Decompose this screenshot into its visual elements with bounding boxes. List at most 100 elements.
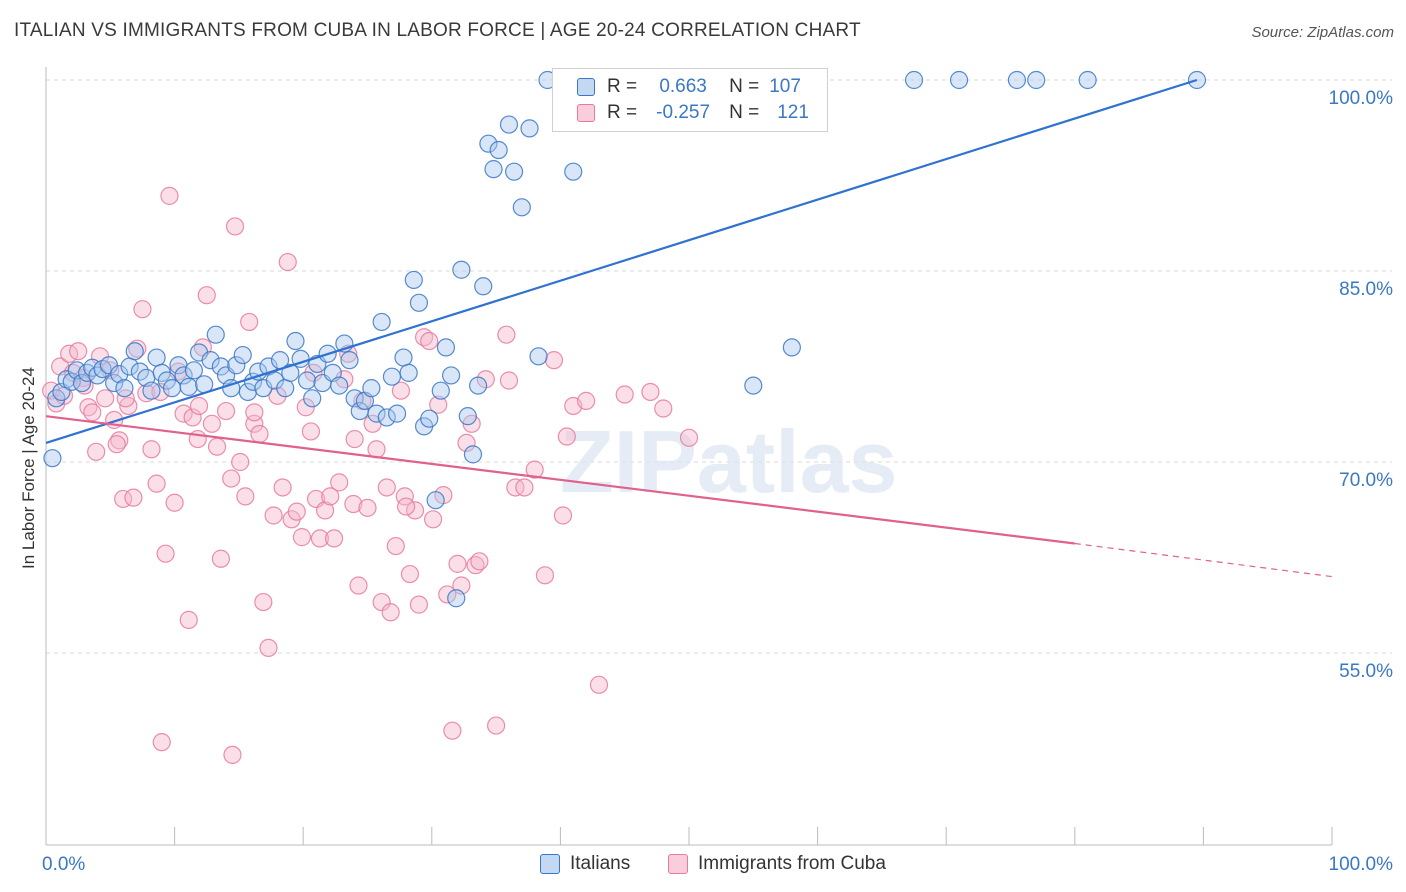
r-value-italians: 0.663	[659, 76, 707, 97]
italians-swatch	[577, 78, 595, 96]
cuba-point	[515, 478, 534, 497]
cuba-point	[183, 408, 202, 427]
cuba-point	[310, 529, 330, 548]
legend-row-italians: R = 0.663 N = 107	[577, 75, 801, 99]
cuba-point	[557, 427, 576, 446]
cuba-point	[654, 399, 673, 418]
series-italians-points	[43, 70, 1207, 608]
r-label: R =	[607, 76, 638, 97]
n-value-italians: 107	[769, 76, 801, 97]
italians-point	[529, 347, 548, 366]
cuba-point	[400, 564, 420, 584]
cuba-point	[133, 300, 152, 319]
italians-point	[227, 356, 246, 375]
cuba-point	[525, 460, 544, 479]
italians-point	[479, 134, 498, 153]
cuba-point	[236, 487, 255, 506]
italians-point	[505, 162, 524, 181]
italians-point	[436, 338, 456, 357]
cuba-point	[142, 440, 161, 459]
cuba-point	[358, 498, 377, 517]
italians-point	[409, 293, 429, 312]
legend-item-cuba: Immigrants from Cuba	[668, 852, 886, 876]
cuba-point	[179, 610, 198, 629]
italians-legend-swatch	[540, 854, 560, 874]
cuba-point	[96, 389, 115, 408]
italians-point	[238, 382, 258, 402]
italians-point	[431, 381, 450, 400]
r-label: R =	[607, 102, 638, 123]
italians-point	[564, 162, 583, 181]
italians-point	[484, 160, 503, 179]
cuba-point	[405, 501, 425, 520]
x-tick-labels: 0.0% 100.0%	[42, 854, 1393, 875]
axes	[45, 67, 1333, 846]
italians-point	[276, 379, 295, 398]
cuba-point	[420, 331, 439, 351]
italians-point	[286, 331, 305, 351]
cuba-point	[223, 745, 242, 764]
cuba-swatch	[577, 104, 595, 122]
italians-point	[206, 325, 225, 344]
x-tick-label: 0.0%	[42, 854, 85, 875]
cuba-point	[372, 592, 391, 612]
legend-row-cuba: R = -0.257 N = 121	[577, 101, 809, 125]
cuba-point	[589, 675, 609, 694]
italians-point	[249, 362, 268, 381]
italians-point	[201, 351, 220, 370]
italians-point	[147, 348, 166, 367]
italians-point	[387, 404, 407, 423]
italians-point	[142, 381, 161, 400]
italians-point	[512, 198, 531, 217]
italians-point	[458, 407, 477, 426]
cuba-point	[304, 363, 323, 382]
italians-legend-label: Italians	[570, 853, 631, 874]
italians-point	[949, 70, 969, 90]
italians-point	[1027, 70, 1046, 90]
italians-point	[243, 372, 263, 391]
gridlines	[46, 79, 1392, 654]
cuba-point	[429, 395, 448, 414]
y-tick-label: 100.0%	[1329, 88, 1394, 109]
italians-point	[367, 404, 386, 423]
italians-point	[372, 312, 391, 332]
cuba-point	[124, 488, 143, 507]
cuba-point	[211, 549, 230, 568]
cuba-point	[367, 440, 386, 459]
italians-point	[297, 371, 317, 390]
italians-point	[904, 70, 924, 90]
series-cuba-points	[42, 186, 699, 764]
chart-title: ITALIAN VS IMMIGRANTS FROM CUBA IN LABOR…	[14, 20, 861, 41]
cuba-point	[156, 544, 175, 563]
cuba-point	[438, 585, 457, 604]
italians-point	[520, 119, 539, 138]
italians-point	[1078, 70, 1097, 90]
cuba-point	[189, 396, 209, 416]
italians-point	[362, 379, 381, 398]
cuba-legend-label: Immigrants from Cuba	[698, 853, 886, 874]
italians-point	[744, 376, 763, 395]
cuba-point	[128, 339, 147, 358]
italians-point	[184, 361, 203, 380]
x-tick-label: 100.0%	[1329, 854, 1394, 875]
stats-legend: R = 0.663 N = 107 R = -0.257 N = 121	[552, 68, 828, 132]
cuba-point	[292, 528, 312, 547]
y-axis-label: In Labor Force | Age 20-24	[19, 367, 38, 569]
n-value-cuba: 121	[777, 102, 809, 123]
italians-point	[441, 366, 461, 385]
cuba-point	[487, 716, 506, 735]
cuba-point	[641, 382, 660, 402]
cuba-point	[207, 437, 227, 456]
cuba-point	[443, 721, 462, 740]
italians-point	[426, 491, 445, 510]
italians-point	[115, 379, 134, 398]
italians-point	[72, 373, 92, 393]
italians-point	[43, 449, 62, 468]
italians-point	[394, 348, 413, 367]
italians-point	[330, 376, 349, 395]
n-label: N =	[729, 76, 760, 97]
cuba-point	[147, 474, 166, 493]
cuba-point	[396, 497, 416, 516]
italians-point	[105, 373, 124, 393]
